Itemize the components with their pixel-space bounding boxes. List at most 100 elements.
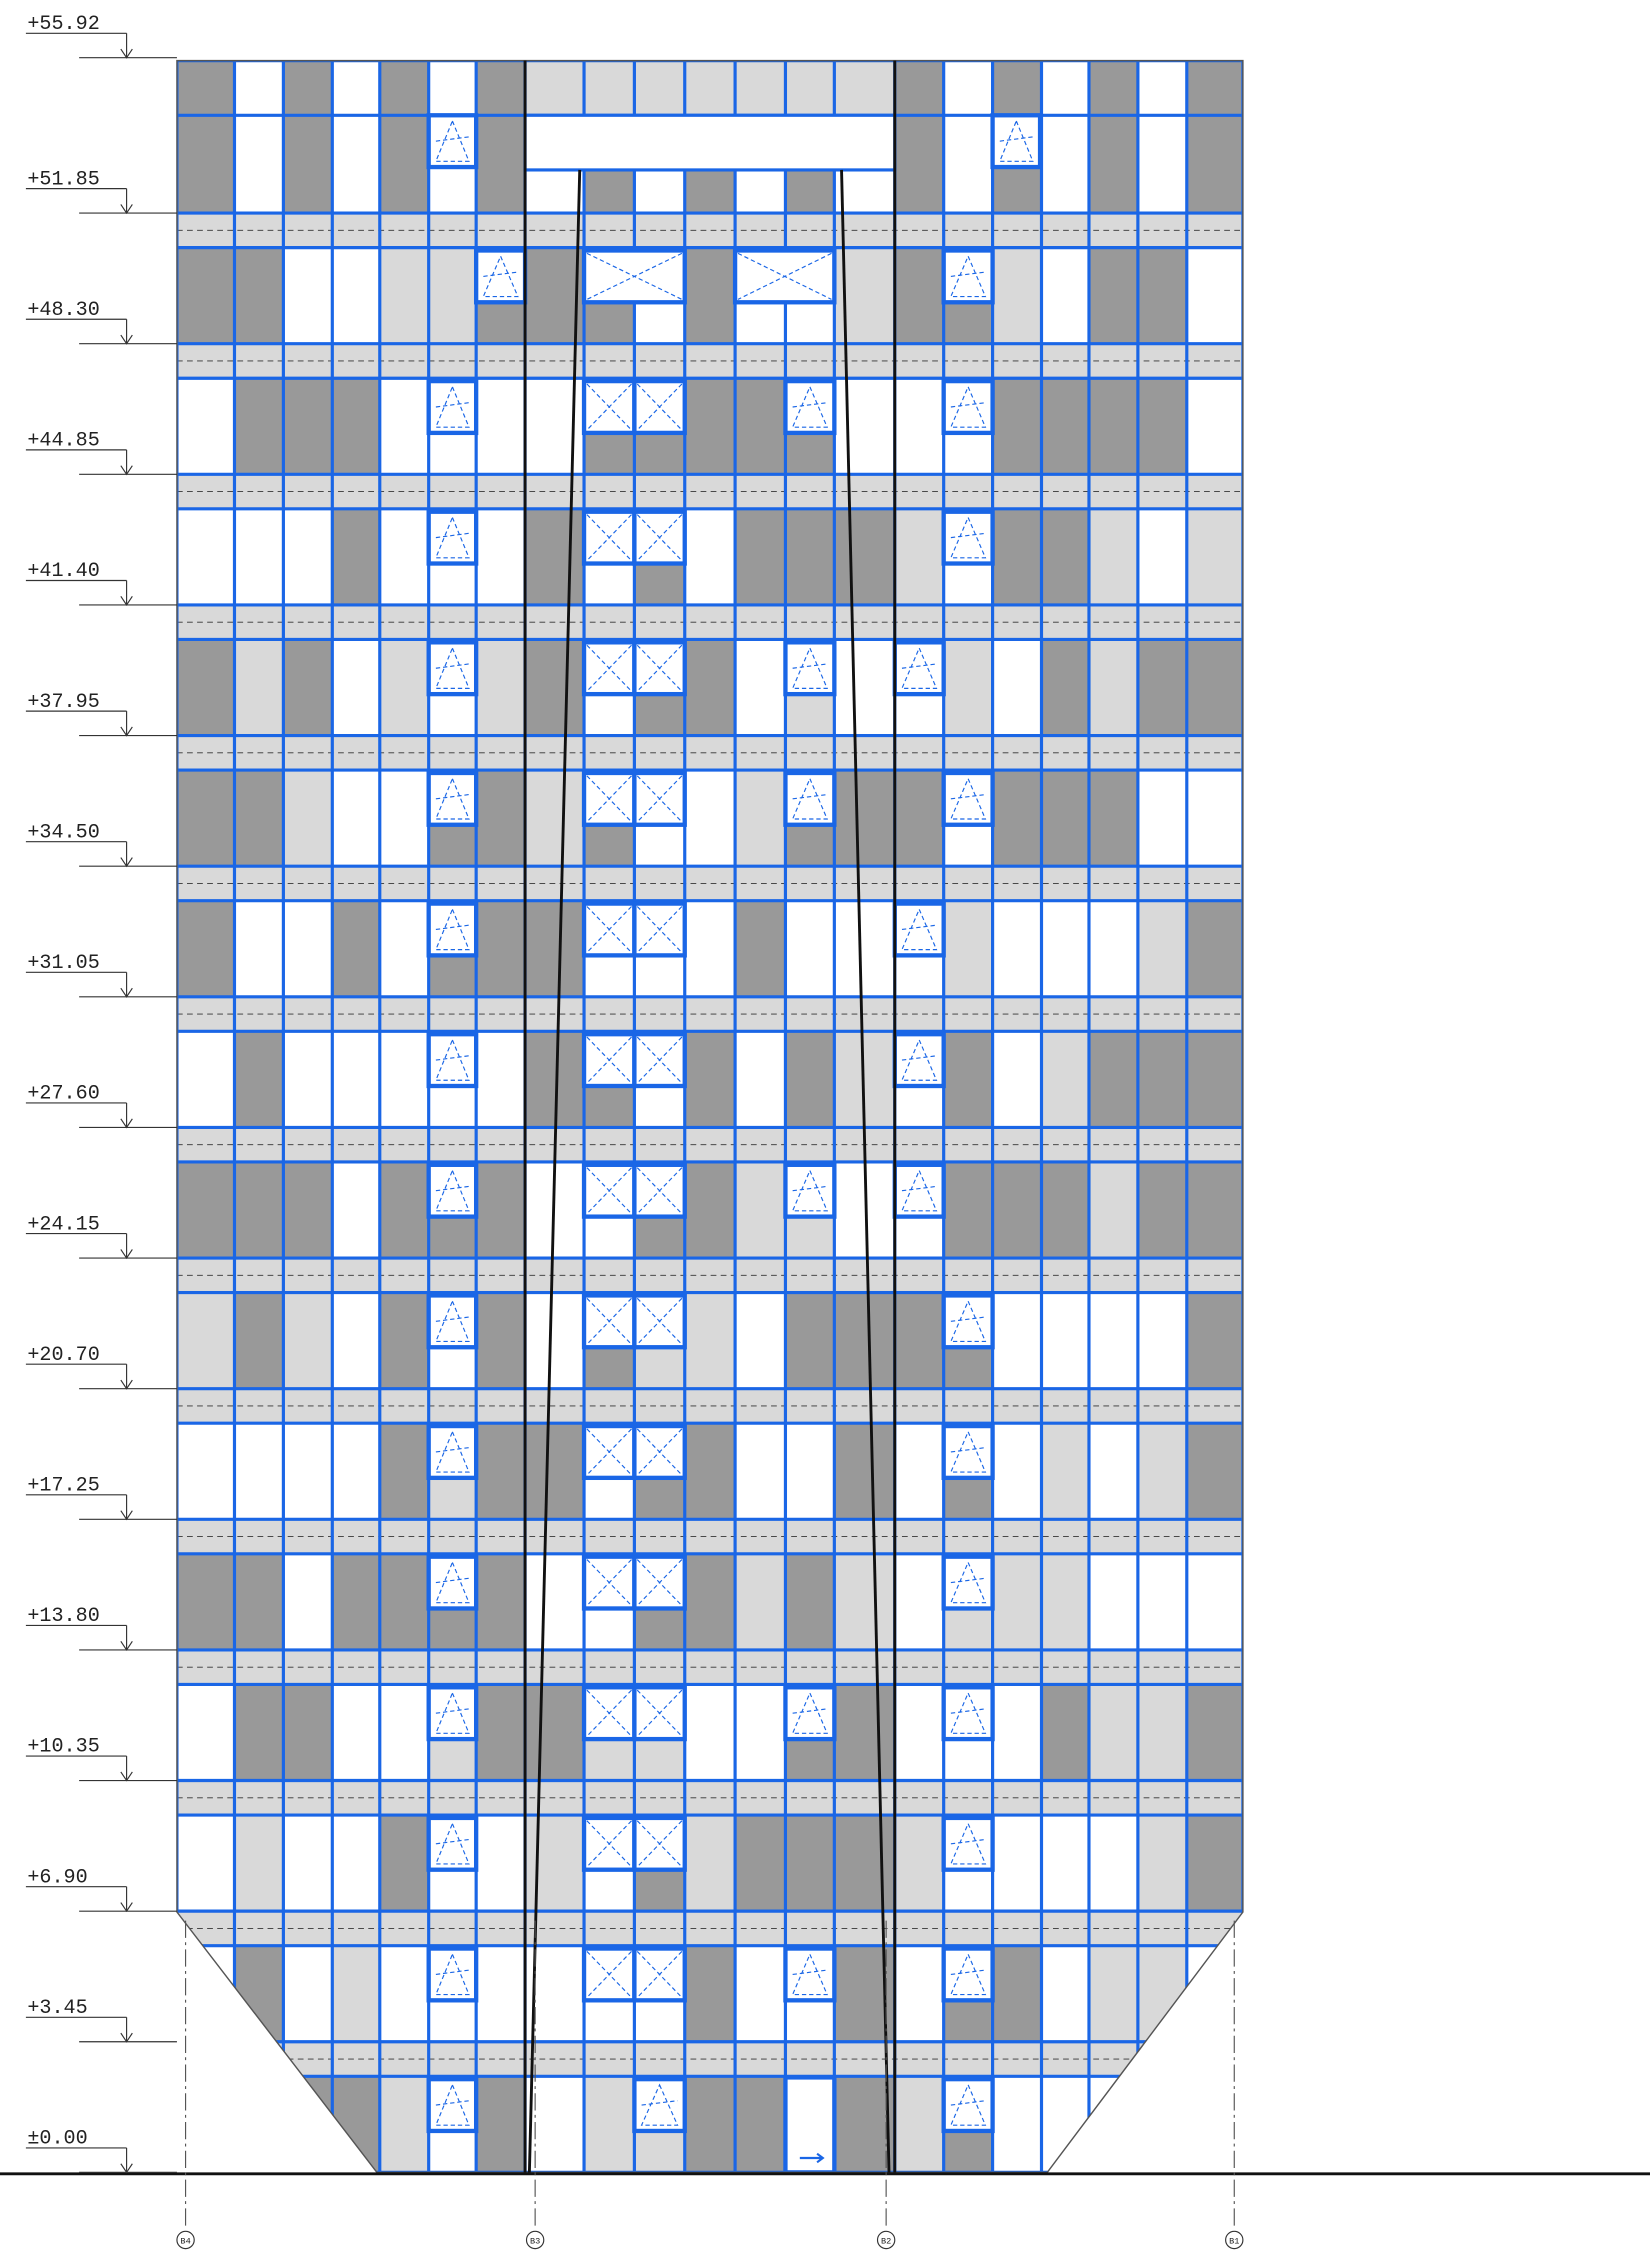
panel bbox=[1041, 1031, 1088, 1127]
window bbox=[429, 642, 476, 694]
panel bbox=[834, 1815, 894, 1911]
axis-label: B1 bbox=[1229, 2237, 1239, 2247]
panel bbox=[177, 639, 235, 735]
window bbox=[429, 1426, 476, 1478]
panel bbox=[735, 1293, 785, 1389]
panel bbox=[283, 378, 332, 474]
panel bbox=[1041, 1293, 1088, 1389]
panel bbox=[993, 1684, 1042, 1780]
panel bbox=[993, 2076, 1042, 2172]
panel bbox=[283, 1293, 332, 1389]
panel bbox=[785, 1423, 834, 1519]
panel bbox=[834, 639, 894, 735]
window-symbol bbox=[902, 2216, 937, 2256]
panel bbox=[177, 1162, 235, 1258]
level-label: +41.40 bbox=[27, 560, 99, 583]
window-symbol bbox=[436, 2216, 469, 2256]
axis-label: B4 bbox=[180, 2237, 190, 2247]
panel bbox=[177, 901, 235, 997]
panel bbox=[476, 509, 525, 605]
panel bbox=[685, 1815, 735, 1911]
panel bbox=[895, 2076, 944, 2172]
elevation-drawing: +55.92+51.85+48.30+44.85+41.40+37.95+34.… bbox=[0, 0, 1650, 2256]
panel bbox=[234, 248, 283, 344]
panel bbox=[785, 509, 834, 605]
panel bbox=[380, 1554, 429, 1650]
panel bbox=[834, 1423, 894, 1519]
panel bbox=[234, 61, 283, 213]
panel bbox=[177, 1293, 235, 1389]
axis-label: B3 bbox=[530, 2237, 540, 2247]
panel bbox=[476, 1815, 525, 1911]
panel bbox=[177, 770, 235, 866]
window bbox=[429, 1034, 476, 1086]
level-label: +6.90 bbox=[27, 1866, 87, 1889]
panel bbox=[1138, 1815, 1187, 1911]
panel bbox=[685, 1684, 735, 1780]
panel bbox=[1089, 1815, 1138, 1911]
panel bbox=[1187, 1423, 1243, 1519]
panel bbox=[380, 901, 429, 997]
panel bbox=[525, 639, 584, 735]
panel bbox=[525, 1293, 584, 1389]
panel bbox=[177, 61, 235, 213]
floor-band bbox=[0, 2172, 1650, 2207]
panel bbox=[685, 639, 735, 735]
panel bbox=[735, 1162, 785, 1258]
panel bbox=[1089, 1162, 1138, 1258]
panel bbox=[1041, 770, 1088, 866]
panel bbox=[685, 248, 735, 344]
panel bbox=[525, 1031, 584, 1127]
panel bbox=[685, 1162, 735, 1258]
panel bbox=[332, 901, 379, 997]
panel bbox=[476, 1162, 525, 1258]
window bbox=[429, 2079, 476, 2131]
panel bbox=[380, 2076, 429, 2172]
panel bbox=[1138, 1946, 1187, 2042]
panel bbox=[283, 639, 332, 735]
panel bbox=[234, 770, 283, 866]
panel bbox=[177, 1031, 235, 1127]
panel bbox=[1041, 1162, 1088, 1258]
panel bbox=[476, 1423, 525, 1519]
panel bbox=[1187, 1554, 1243, 1650]
panel bbox=[1187, 1815, 1243, 1911]
panel bbox=[177, 1684, 235, 1780]
panel bbox=[1187, 61, 1243, 213]
panel bbox=[380, 1815, 429, 1911]
panel bbox=[1138, 2076, 1187, 2172]
panel bbox=[944, 1031, 993, 1127]
panel bbox=[283, 248, 332, 344]
page: +55.92+51.85+48.30+44.85+41.40+37.95+34.… bbox=[0, 0, 1650, 2256]
panel bbox=[1187, 1684, 1243, 1780]
panel bbox=[234, 1554, 283, 1650]
panel bbox=[735, 378, 785, 474]
panel bbox=[380, 770, 429, 866]
panel bbox=[1138, 901, 1187, 997]
panel bbox=[283, 1554, 332, 1650]
panel bbox=[525, 1554, 584, 1650]
panel bbox=[177, 1815, 235, 1911]
panel bbox=[1089, 1423, 1138, 1519]
panel bbox=[1138, 639, 1187, 735]
panel bbox=[1089, 639, 1138, 735]
panel bbox=[476, 61, 525, 213]
panel bbox=[1187, 770, 1243, 866]
panel bbox=[1089, 1946, 1138, 2042]
panel bbox=[1089, 1684, 1138, 1780]
panel bbox=[993, 248, 1042, 344]
panel bbox=[1089, 509, 1138, 605]
window bbox=[993, 115, 1040, 167]
panel bbox=[476, 770, 525, 866]
panel bbox=[834, 1554, 894, 1650]
panel bbox=[993, 901, 1042, 997]
panel bbox=[283, 1423, 332, 1519]
panel bbox=[685, 1423, 735, 1519]
panel bbox=[1089, 2076, 1138, 2172]
panel bbox=[685, 61, 735, 116]
window bbox=[429, 1557, 476, 1609]
panel bbox=[1041, 1684, 1088, 1780]
panel bbox=[234, 2076, 283, 2172]
panel bbox=[177, 509, 235, 605]
panel bbox=[1187, 1162, 1243, 1258]
